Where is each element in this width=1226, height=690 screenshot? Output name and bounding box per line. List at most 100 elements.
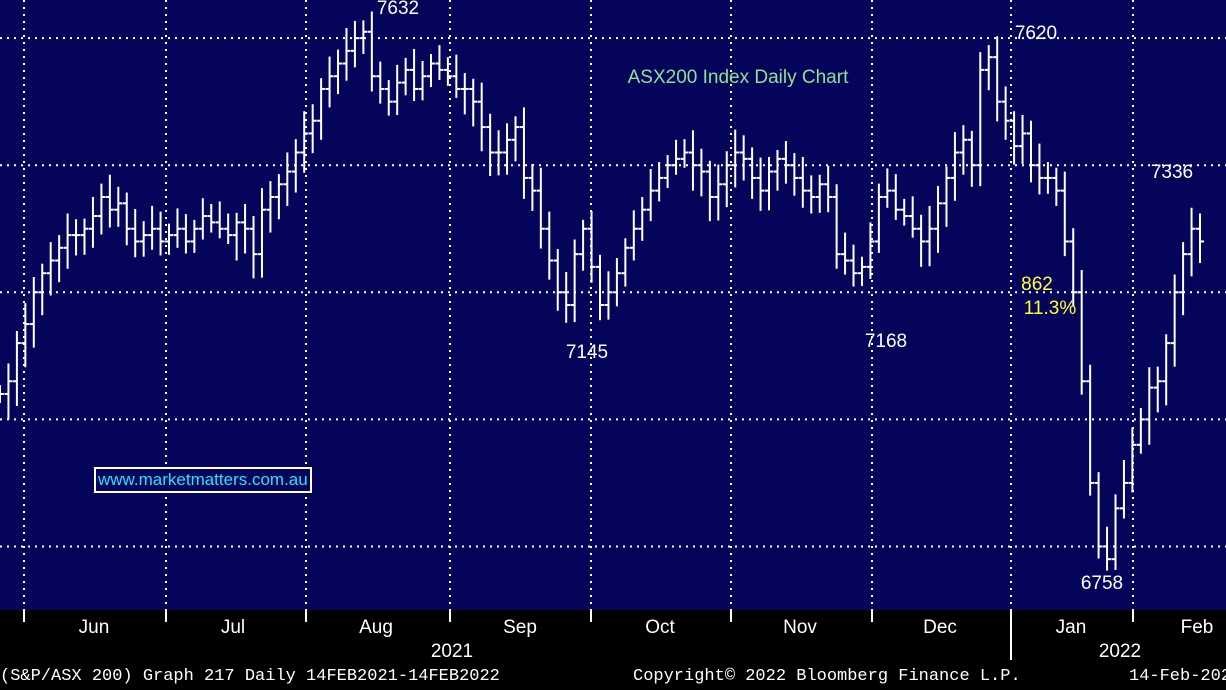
ohlc-bar-15: [122, 192, 131, 246]
ohlc-bar-138: [1162, 334, 1171, 406]
ohlc-bar-125: [1052, 167, 1061, 206]
ohlc-bar-65: [545, 211, 554, 280]
ohlc-bar-139: [1170, 274, 1179, 367]
ohlc-bar-24: [198, 198, 207, 240]
ohlc-bar-93: [781, 141, 790, 184]
x-month-label-6: Dec: [923, 617, 957, 638]
ohlc-bar-33: [274, 174, 283, 220]
ohlc-bar-44: [367, 11, 376, 92]
ohlc-bar-134: [1128, 427, 1137, 493]
ohlc-bar-35: [291, 139, 300, 193]
ohlc-bar-53: [443, 57, 452, 86]
ohlc-bar-85: [714, 164, 723, 221]
annotation-high-7: 7336: [1151, 162, 1193, 183]
ohlc-bar-119: [1001, 86, 1010, 140]
watermark-link[interactable]: www.marketmatters.com.au: [94, 467, 312, 493]
ohlc-bar-3: [21, 303, 30, 368]
ohlc-bar-26: [215, 201, 224, 239]
ohlc-bar-75: [629, 210, 638, 261]
ohlc-bar-97: [815, 174, 824, 213]
ohlc-bar-51: [426, 54, 435, 88]
ohlc-bar-103: [866, 222, 875, 279]
ohlc-bar-31: [257, 188, 266, 278]
ohlc-bar-128: [1077, 270, 1086, 395]
annotation-highlight-5: 11.3%: [1024, 298, 1077, 319]
ohlc-bar-9: [72, 219, 81, 256]
ohlc-bar-132: [1111, 494, 1120, 570]
ohlc-bar-13: [105, 174, 114, 228]
ohlc-bar-19: [156, 211, 165, 256]
ohlc-bar-102: [857, 256, 866, 286]
ohlc-bar-64: [536, 167, 545, 249]
ohlc-bar-96: [807, 175, 816, 214]
ohlc-bar-12: [97, 183, 106, 235]
ohlc-bar-69: [579, 219, 588, 271]
ohlc-bar-40: [334, 49, 343, 95]
chart-plot-area: ASX200 Index Daily Chart 7632 7145 7168 7620…: [0, 0, 1226, 610]
ohlc-bar-66: [553, 249, 562, 311]
ohlc-bar-129: [1086, 364, 1095, 496]
ohlc-bar-108: [908, 196, 917, 238]
ohlc-bar-0: [0, 385, 4, 403]
ohlc-bar-80: [672, 139, 681, 175]
ohlc-bar-43: [359, 20, 368, 55]
ohlc-bar-110: [925, 205, 934, 267]
ohlc-bar-37: [308, 104, 317, 154]
ohlc-bar-62: [519, 107, 528, 199]
ohlc-bar-5: [38, 263, 47, 316]
ohlc-bar-84: [705, 160, 714, 222]
ohlc-bar-86: [722, 151, 731, 208]
ohlc-bar-8: [63, 213, 72, 269]
ohlc-bar-120: [1010, 111, 1019, 165]
ohlc-bar-20: [165, 223, 174, 255]
ohlc-bar-115: [967, 130, 976, 187]
ohlc-bar-11: [88, 196, 97, 248]
x-month-label-0: Jun: [79, 617, 110, 638]
x-month-label-8: Feb: [1181, 617, 1214, 638]
ohlc-bar-59: [494, 130, 503, 176]
ohlc-bar-27: [224, 213, 233, 244]
ohlc-bar-6: [46, 242, 55, 296]
ohlc-bar-74: [621, 238, 630, 287]
ohlc-bar-61: [511, 116, 520, 162]
ohlc-bar-7: [55, 235, 64, 283]
ohlc-bar-4: [29, 277, 38, 348]
ohlc-bar-92: [773, 149, 782, 191]
ohlc-bar-81: [680, 139, 689, 168]
ohlc-bar-101: [849, 244, 858, 287]
ohlc-bar-18: [148, 205, 157, 250]
ohlc-bar-25: [207, 203, 216, 233]
annotation-high-3: 7620: [1015, 23, 1057, 44]
ohlc-bar-117: [984, 45, 993, 91]
x-month-label-7: Jan: [1056, 617, 1087, 638]
ohlc-bar-54: [452, 54, 461, 98]
ohlc-bar-28: [232, 212, 241, 261]
ohlc-bar-136: [1145, 367, 1154, 445]
ohlc-bar-63: [528, 163, 537, 211]
ohlc-bar-30: [249, 216, 258, 279]
ohlc-bar-137: [1153, 366, 1162, 413]
ohlc-bar-116: [976, 52, 985, 187]
ohlc-bar-21: [173, 208, 182, 248]
x-month-label-2: Aug: [359, 617, 393, 638]
ohlc-bar-87: [731, 129, 740, 188]
ohlc-bar-104: [874, 183, 883, 253]
ohlc-bar-36: [300, 111, 309, 173]
ohlc-bar-55: [460, 73, 469, 115]
ohlc-bar-133: [1119, 460, 1128, 519]
ohlc-bar-127: [1069, 228, 1078, 307]
ohlc-bar-38: [317, 78, 326, 140]
footer-bar: (S&P/ASX 200) Graph 217 Daily 14FEB2021-…: [0, 665, 1226, 690]
ohlc-bar-68: [570, 239, 579, 323]
x-month-label-5: Nov: [783, 617, 817, 638]
ohlc-bar-118: [993, 36, 1002, 122]
ohlc-bar-140: [1179, 242, 1188, 316]
ohlc-bar-122: [1026, 120, 1035, 183]
ohlc-bar-95: [798, 156, 807, 208]
ohlc-bar-1: [4, 363, 13, 420]
ohlc-bar-49: [410, 48, 419, 102]
ohlc-bar-89: [748, 147, 757, 199]
ohlc-bar-58: [486, 113, 495, 177]
ohlc-bar-46: [384, 80, 393, 116]
ohlc-bar-32: [266, 181, 275, 233]
